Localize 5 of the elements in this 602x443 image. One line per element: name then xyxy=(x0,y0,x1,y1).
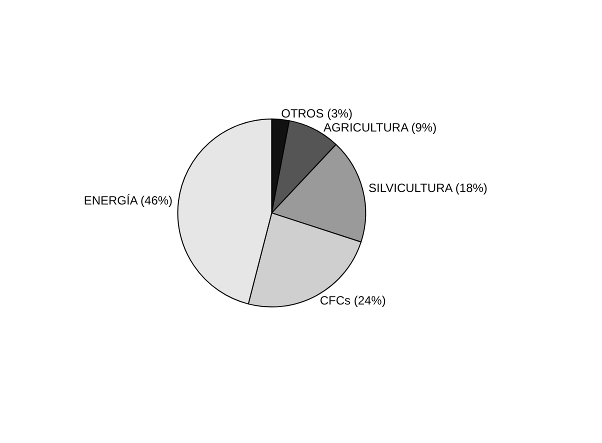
slice-label: OTROS (3%) xyxy=(281,106,352,120)
slice-label: ENERGÍA (46%) xyxy=(84,193,173,208)
slice-label: CFCs (24%) xyxy=(320,294,386,308)
slice-label: SILVICULTURA (18%) xyxy=(368,181,488,196)
slice-label: AGRICULTURA (9%) xyxy=(323,120,437,134)
